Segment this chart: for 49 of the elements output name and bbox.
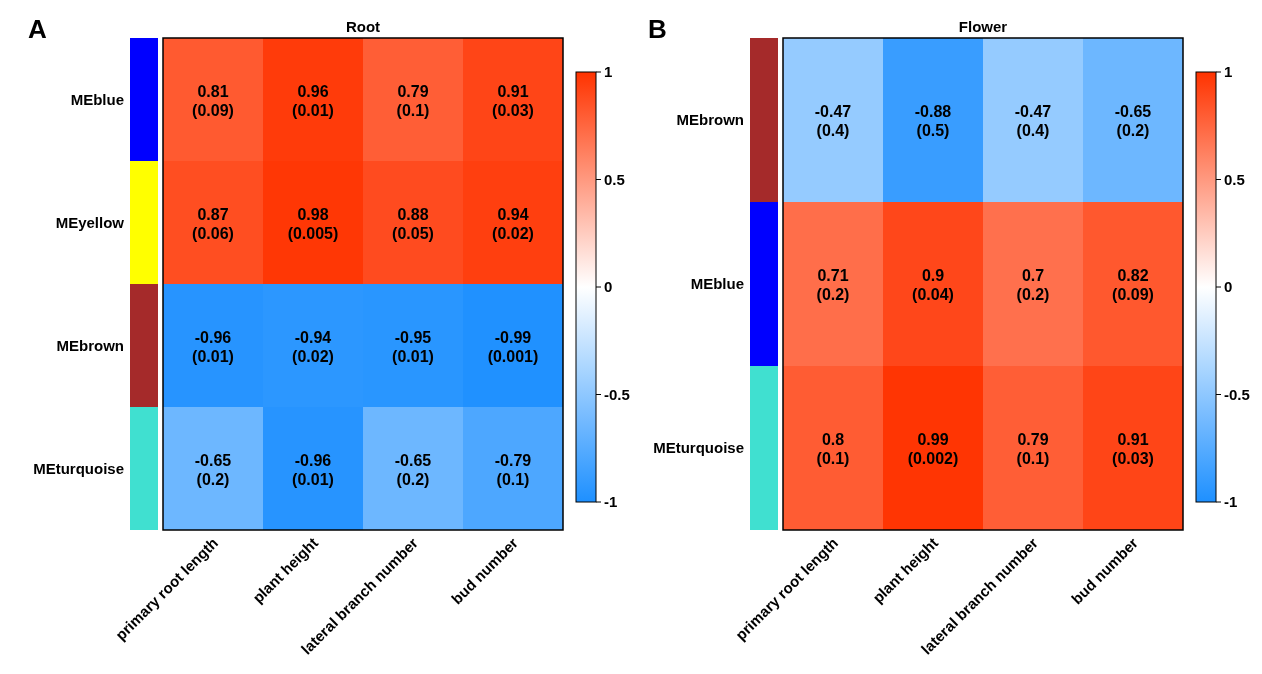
chart-title: Root: [345, 18, 381, 35]
data-label: 0.98 (0.005): [287, 205, 339, 242]
color-bar-label: 1: [1224, 63, 1233, 80]
data-label: 0.94 (0.02): [492, 205, 534, 242]
data-label: -0.99 (0.001): [487, 328, 539, 365]
data-label: 0.91 (0.03): [1112, 431, 1154, 467]
data-label: -0.96 (0.01): [192, 328, 234, 365]
color-bar-label: -1: [1224, 493, 1238, 510]
data-label: 0.79 (0.1): [396, 82, 430, 119]
text: A: [28, 14, 47, 44]
chart-title: Flower: [958, 18, 1008, 35]
data-label: 0.71 (0.2): [816, 267, 850, 303]
data-label: 0.87 (0.06): [192, 205, 234, 242]
data-label: 0.8 (0.1): [816, 431, 850, 467]
data-label: -0.79 (0.1): [494, 451, 532, 488]
y-tick-label: MEturquoise: [33, 459, 124, 477]
data-label: 0.79 (0.1): [1016, 431, 1050, 467]
data-label: -0.47 (0.4): [1014, 103, 1052, 139]
data-label: 0.96 (0.01): [292, 82, 334, 119]
data-label: -0.47 (0.4): [814, 103, 852, 139]
y-tick-label: MEyellow: [55, 213, 125, 231]
data-label: 0.9 (0.04): [912, 267, 954, 303]
data-label: -0.94 (0.02): [292, 328, 334, 365]
color-bar-label: -0.5: [1224, 385, 1250, 403]
color-bar-label: -0.5: [604, 385, 630, 403]
y-tick-label: MEbrown: [676, 111, 744, 128]
data-label: 0.91 (0.03): [492, 82, 534, 119]
color-bar-label: 0.5: [1224, 170, 1245, 188]
data-label: -0.65 (0.2): [394, 451, 432, 488]
data-label: -0.95 (0.01): [392, 328, 434, 365]
data-label: -0.96 (0.01): [292, 451, 334, 488]
data-label: 0.81 (0.09): [192, 82, 234, 119]
y-tick-label: MEblue: [70, 90, 124, 108]
data-label: 0.7 (0.2): [1016, 267, 1050, 303]
y-tick-label: MEturquoise: [653, 439, 744, 456]
data-label: -0.65 (0.2): [1114, 103, 1152, 139]
color-bar-label: 0.5: [604, 170, 625, 188]
color-bar-label: 0: [1224, 278, 1233, 295]
color-bar-label: 1: [604, 63, 613, 80]
color-bar-label: 0: [604, 278, 613, 295]
y-tick-label: MEbrown: [56, 336, 124, 354]
data-label: -0.88 (0.5): [914, 103, 952, 139]
data-label: -0.65 (0.2): [194, 451, 232, 488]
data-label: 0.88 (0.05): [392, 205, 434, 242]
data-label: 0.99 (0.002): [907, 431, 959, 467]
y-tick-label: MEblue: [690, 275, 744, 292]
color-bar-label: -1: [604, 493, 618, 510]
text: B: [648, 14, 667, 44]
data-label: 0.82 (0.09): [1112, 267, 1154, 303]
